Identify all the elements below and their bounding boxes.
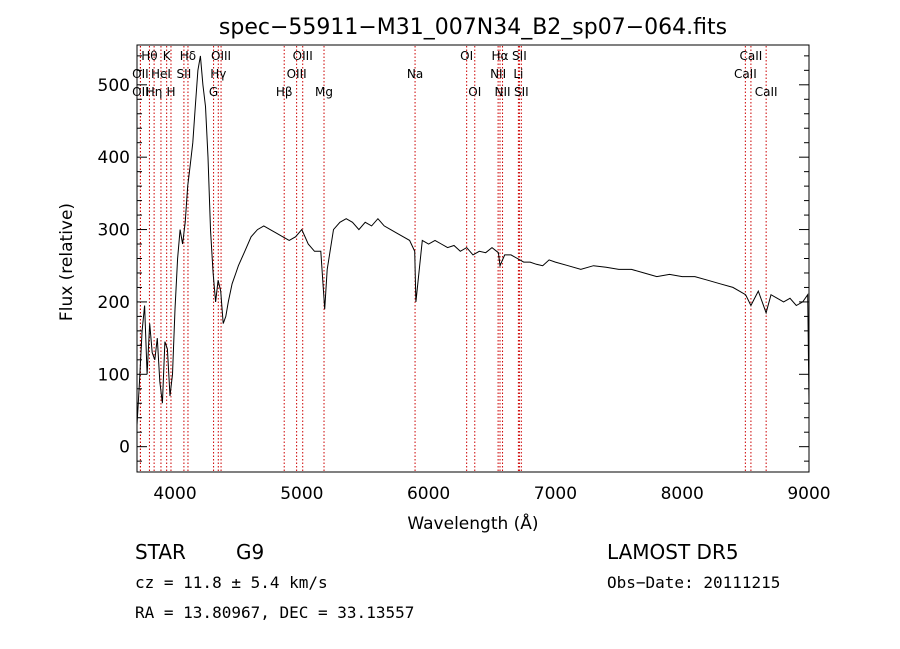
line-label-nii: NII (495, 85, 511, 99)
spectrum-line (136, 55, 810, 426)
observation-date: Obs−Date: 20111215 (607, 573, 781, 592)
line-label-hα: Hα (492, 49, 509, 63)
line-label-hei: HeI (151, 67, 171, 81)
line-label-h: H (166, 85, 175, 99)
line-label-oiii: OIII (287, 67, 307, 81)
x-axis-label: Wavelength (Å) (407, 512, 538, 534)
line-label-oiii: OIII (293, 49, 313, 63)
y-axis-ticks: 0 100 200 300 400 500 (98, 55, 809, 462)
y-tick-label: 400 (98, 148, 130, 168)
line-label-oii: OII (132, 67, 149, 81)
line-label-li: Li (513, 67, 523, 81)
plot-frame (136, 44, 810, 473)
x-tick-label: 9000 (787, 484, 830, 504)
line-label-hβ: Hβ (276, 85, 293, 99)
line-label-hθ: Hθ (141, 49, 157, 63)
line-label-sii: SII (512, 49, 527, 63)
x-tick-label: 7000 (534, 484, 577, 504)
line-label-caii: CaII (755, 85, 778, 99)
line-label-oiii: OIII (211, 49, 231, 63)
y-tick-label: 100 (98, 365, 130, 385)
object-class: STAR (135, 540, 186, 564)
x-tick-label: 6000 (407, 484, 450, 504)
x-axis-ticks: 4000 5000 6000 7000 8000 9000 (153, 484, 830, 504)
x-tick-label: 5000 (280, 484, 323, 504)
line-label-na: Na (407, 67, 423, 81)
line-label-hδ: Hδ (180, 49, 196, 63)
line-label-nii: NII (490, 67, 506, 81)
y-tick-label: 200 (98, 293, 130, 313)
line-label-k: K (163, 49, 172, 63)
chart-title: spec−55911−M31_007N34_B2_sp07−064.fits (219, 15, 727, 40)
line-label-caii: CaII (734, 67, 757, 81)
y-tick-label: 0 (119, 438, 130, 458)
line-label-hγ: Hγ (210, 67, 226, 81)
object-subclass: G9 (236, 540, 265, 564)
survey-name: LAMOST DR5 (607, 540, 739, 564)
line-label-caii: CaII (740, 49, 763, 63)
y-tick-label: 300 (98, 221, 130, 241)
line-label-sii: SII (177, 67, 192, 81)
line-label-hη: Hη (146, 85, 163, 99)
line-label-oi: OI (468, 85, 481, 99)
redshift-cz: cz = 11.8 ± 5.4 km/s (135, 573, 328, 592)
y-axis-label: Flux (relative) (57, 203, 77, 321)
line-label-mg: Mg (315, 85, 333, 99)
spectral-line-markers (139, 46, 767, 471)
line-label-oii: OII (132, 85, 149, 99)
line-label-g: G (209, 85, 218, 99)
ra-dec: RA = 13.80967, DEC = 33.13557 (135, 603, 415, 622)
x-tick-label: 8000 (661, 484, 704, 504)
y-tick-label: 500 (98, 76, 130, 96)
x-tick-label: 4000 (153, 484, 196, 504)
line-label-sii: SII (514, 85, 529, 99)
line-label-oi: OI (460, 49, 473, 63)
